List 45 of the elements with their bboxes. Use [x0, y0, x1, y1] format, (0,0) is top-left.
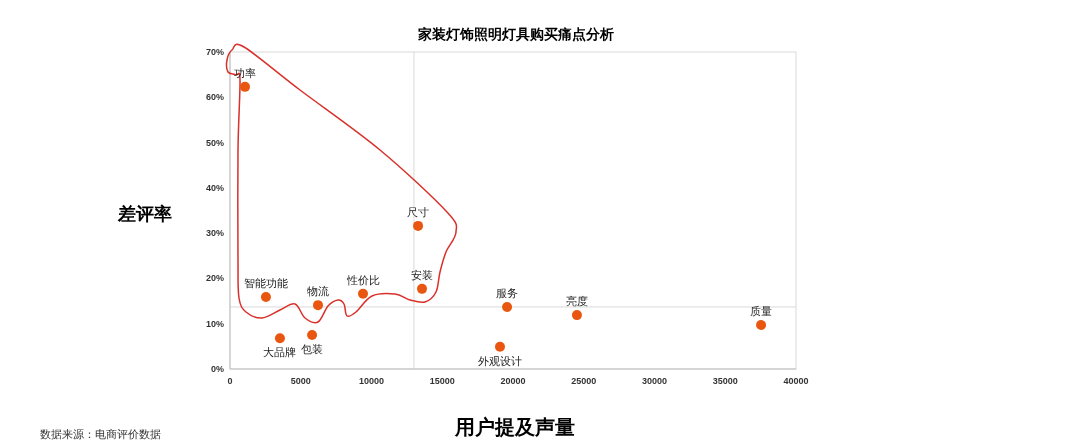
- x-tick-label: 10000: [358, 376, 385, 386]
- point: [756, 320, 767, 331]
- y-tick-label: 70%: [205, 47, 224, 57]
- data-label: 外观设计: [477, 354, 522, 367]
- data-label: 大品牌: [263, 346, 297, 359]
- data-label: 服务: [496, 286, 519, 299]
- y-tick-label: 50%: [205, 137, 224, 148]
- x-tick-label: 40000: [783, 376, 809, 386]
- y-tick-label: 10%: [205, 318, 224, 329]
- x-tick-label: 30000: [641, 376, 668, 386]
- x-tick-label: 15000: [429, 376, 455, 386]
- point: [274, 333, 285, 344]
- data-label: 安装: [411, 268, 434, 281]
- y-tick-label: 40%: [205, 182, 224, 193]
- x-tick-label: 25000: [571, 376, 597, 386]
- source-note: 数据来源：电商评价数据: [40, 428, 161, 440]
- data-label: 包装: [301, 343, 324, 356]
- x-tick-label: 0: [227, 376, 233, 386]
- point: [502, 301, 513, 312]
- point: [307, 330, 318, 341]
- x-tick-label: 5000: [290, 376, 311, 386]
- point: [413, 220, 424, 231]
- point: [240, 81, 250, 92]
- x-tick-label: 35000: [712, 376, 738, 386]
- data-label: 物流: [307, 285, 330, 298]
- point: [571, 310, 582, 321]
- y-tick-label: 0%: [210, 364, 224, 374]
- y-tick-label: 30%: [205, 228, 224, 239]
- data-label: 质量: [750, 305, 773, 318]
- y-tick-label: 20%: [205, 273, 224, 284]
- data-label: 功率: [234, 66, 256, 79]
- x-tick-label: 20000: [500, 376, 526, 386]
- point: [260, 292, 271, 302]
- y-axis-title: 差评率: [117, 204, 172, 224]
- data-label: 性价比: [345, 273, 380, 286]
- data-label: 智能功能: [243, 277, 288, 289]
- point: [417, 283, 428, 294]
- point: [494, 341, 505, 352]
- point: [358, 288, 369, 299]
- data-label: 亮度: [565, 295, 588, 308]
- chart-title: 家装灯饰照明灯具购买痛点分析: [417, 26, 614, 42]
- data-label: 尺寸: [407, 205, 430, 218]
- y-tick-label: 60%: [205, 92, 224, 103]
- x-axis-title: 用户提及声量: [454, 416, 575, 438]
- point: [313, 300, 324, 311]
